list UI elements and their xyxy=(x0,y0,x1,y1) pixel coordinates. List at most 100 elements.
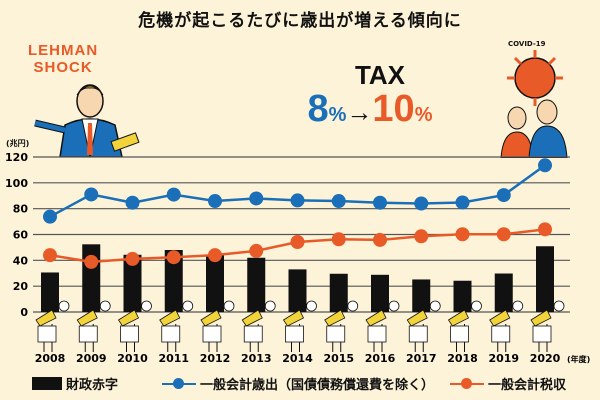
covid-label: COVID-19 xyxy=(508,40,546,48)
worker-pants-icon xyxy=(120,325,139,343)
point-1-2015 xyxy=(331,194,346,209)
worker-head-icon xyxy=(264,300,276,312)
worker-head-icon xyxy=(182,300,194,312)
worker-head-icon xyxy=(512,300,524,312)
worker-figure-icon xyxy=(117,309,140,327)
bar-2014 xyxy=(288,269,307,312)
legend-swatch-orange-line xyxy=(450,377,484,389)
point-2-2015 xyxy=(331,232,346,247)
percent-sign: % xyxy=(414,104,433,126)
x-tick-label: 2017 xyxy=(406,352,437,365)
point-1-2011 xyxy=(166,187,181,202)
legend-item-expenditure: 一般会計歳出（国債債務償還費を除く） xyxy=(162,374,434,393)
lehman-shock-label: LEHMAN SHOCK xyxy=(28,42,98,76)
chart-title: 危機が起こるたびに歳出が増える傾向に xyxy=(138,11,462,31)
worker-pants-icon xyxy=(450,325,469,343)
y-tick-label: 20 xyxy=(13,280,29,293)
point-1-2016 xyxy=(373,195,387,210)
worker-pants-icon xyxy=(78,325,98,343)
bar-2011 xyxy=(164,250,183,312)
legend-item-deficit: 財政赤字 xyxy=(32,374,118,393)
tax-label: TAX xyxy=(354,60,406,90)
worker-head-icon xyxy=(347,300,359,312)
point-1-2014 xyxy=(290,193,305,208)
tax-rate-old: 8 xyxy=(307,88,329,130)
legend-swatch-bar xyxy=(32,377,62,390)
y-tick-label: 60 xyxy=(13,229,29,242)
worker-pants-icon xyxy=(367,325,387,343)
point-2-2016 xyxy=(373,232,387,247)
legend-label: 財政赤字 xyxy=(66,378,119,393)
x-tick-label: 2010 xyxy=(117,352,148,365)
worker-figure-icon xyxy=(489,309,511,327)
shock-word: SHOCK xyxy=(33,59,93,76)
worker-head-icon xyxy=(388,300,400,312)
point-2-2019 xyxy=(496,227,511,242)
point-2-2011 xyxy=(166,250,181,265)
legend: 財政赤字 一般会計歳出（国債債務償還費を除く） 一般会計税収 xyxy=(32,374,592,394)
lehman-word: LEHMAN xyxy=(28,42,99,59)
x-axis-unit: (年度) xyxy=(567,354,590,364)
point-2-2012 xyxy=(208,248,222,263)
point-1-2020 xyxy=(538,158,552,173)
x-tick-label: 2019 xyxy=(488,352,519,365)
point-1-2009 xyxy=(84,187,99,202)
point-2-2009 xyxy=(84,254,99,269)
legend-label: 一般会計歳出（国債債務償還費を除く） xyxy=(200,378,435,393)
worker-pants-icon xyxy=(285,325,304,343)
worker-pants-icon xyxy=(408,325,428,343)
worker-figure-icon xyxy=(159,309,181,327)
legend-label: 一般会計税収 xyxy=(488,378,567,393)
bar-2015 xyxy=(329,273,348,312)
worker-head-icon xyxy=(306,300,317,312)
worker-pants-icon xyxy=(326,325,346,343)
x-tick-label: 2015 xyxy=(323,352,354,365)
x-tick-label: 2016 xyxy=(365,352,396,365)
y-tick-label: 100 xyxy=(5,177,28,190)
y-tick-label: 80 xyxy=(13,203,29,216)
businessman-illustration xyxy=(34,84,140,157)
x-tick-label: 2011 xyxy=(158,352,189,365)
legend-swatch-blue-line xyxy=(162,377,196,389)
point-1-2017 xyxy=(414,196,429,211)
bar-2012 xyxy=(206,255,224,312)
bar-2020 xyxy=(536,246,554,312)
bar-2008 xyxy=(41,272,59,312)
worker-head-icon xyxy=(58,300,70,312)
point-1-2012 xyxy=(208,194,222,209)
point-2-2010 xyxy=(125,251,140,266)
point-1-2019 xyxy=(496,188,511,203)
worker-head-icon xyxy=(553,300,565,312)
point-1-2018 xyxy=(455,195,470,210)
bar-2010 xyxy=(123,254,142,312)
tax-rate-new: 10 xyxy=(372,88,415,130)
point-2-2014 xyxy=(290,234,305,249)
worker-head-icon xyxy=(471,300,482,312)
point-2-2017 xyxy=(414,229,429,244)
bar-2019 xyxy=(494,273,513,312)
point-2-2008 xyxy=(43,248,57,263)
worker-figure-icon xyxy=(324,309,346,327)
y-tick-label: 0 xyxy=(20,306,28,319)
point-2-2018 xyxy=(455,227,470,242)
x-tick-label: 2020 xyxy=(530,352,561,365)
worker-head-icon xyxy=(223,300,235,312)
point-1-2008 xyxy=(43,209,57,224)
point-1-2010 xyxy=(125,195,140,210)
legend-item-tax-revenue: 一般会計税収 xyxy=(450,374,566,393)
worker-head-icon xyxy=(99,300,111,312)
x-tick-label: 2018 xyxy=(447,352,478,365)
bar-2017 xyxy=(412,279,431,312)
worker-pants-icon xyxy=(161,325,181,343)
x-tick-label: 2013 xyxy=(241,352,272,365)
tax-rate-change: 8%→10% xyxy=(250,88,490,131)
bar-2009 xyxy=(82,244,101,312)
worker-figure-icon xyxy=(76,309,98,327)
worker-figure-icon xyxy=(447,309,470,327)
worker-pants-icon xyxy=(37,325,57,343)
worker-figure-icon xyxy=(530,309,552,327)
worker-pants-icon xyxy=(243,325,263,343)
y-tick-label: 120 xyxy=(5,151,28,164)
worker-figure-icon xyxy=(282,309,305,327)
worker-head-icon xyxy=(141,300,152,312)
